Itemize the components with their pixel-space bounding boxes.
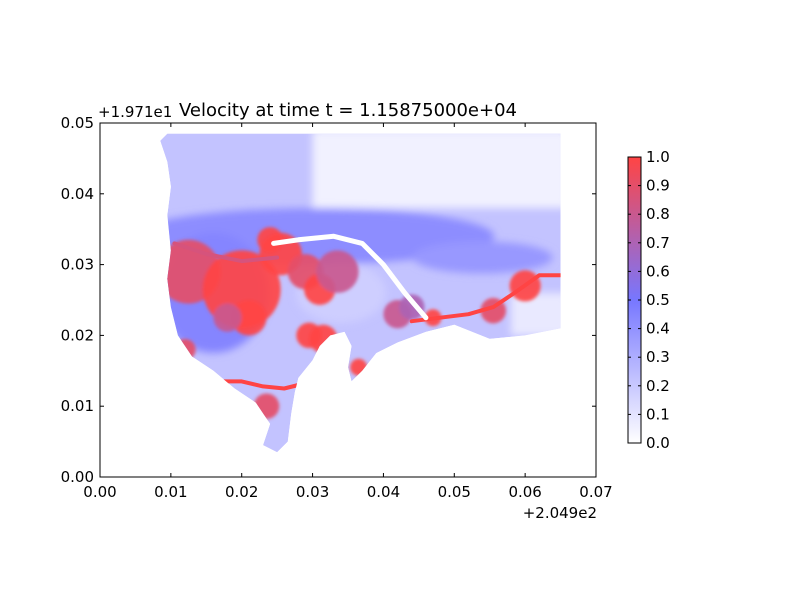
right-blue-band [412,241,553,274]
x-tick-label: 0.04 [367,483,400,501]
streak-layer [172,241,561,391]
velocity-hotspot [213,303,242,332]
velocity-hotspot [231,299,267,336]
velocity-hotspot [253,393,280,419]
velocity-hotspot [309,324,338,354]
y-tick-label: 0.00 [61,468,94,486]
x-tick-label: 0.02 [225,483,258,501]
x-tick-label: 0.00 [83,483,116,501]
colorbar-tick-label: 0.5 [646,291,670,309]
plot-frame [99,122,597,478]
velocity-streak [172,241,280,264]
velocity-hotspot [399,294,425,320]
y-tick-label: 0.01 [61,397,94,415]
colorbar-tick-label: 1.0 [646,148,670,166]
x-axis: 0.00 0.01 0.02 0.03 0.04 0.05 0.06 0.07 [83,123,613,501]
colorbar-tick-label: 0.4 [646,320,670,338]
velocity-streak [218,379,301,391]
velocity-streak [409,273,561,324]
x-offset-label: +2.049e2 [523,504,597,522]
colorbar-tick-label: 0.3 [646,348,670,366]
velocity-hotspot [350,358,368,376]
y-axis: 0.00 0.01 0.02 0.03 0.04 0.05 [61,114,596,486]
colorbar-tick-label: 0.0 [646,434,670,452]
velocity-field [160,133,561,453]
x-tick-label: 0.07 [579,483,612,501]
x-tick-label: 0.01 [154,483,187,501]
calm-upper-region [312,133,561,208]
chart-title: Velocity at time t = 1.15875000e+04 [179,100,517,121]
y-tick-label: 0.03 [61,256,94,274]
colorbar-tick-label: 0.8 [646,205,670,223]
y-offset-label: +1.971e1 [98,103,172,121]
colorbar: 0.0 0.1 0.2 0.3 0.4 0.5 0.6 0.7 0.8 0.9 1.0 [627,148,670,452]
colorbar-tick-label: 0.7 [646,234,670,252]
colorbar-tick-label: 0.6 [646,262,670,280]
y-tick-label: 0.05 [61,114,94,132]
y-tick-label: 0.02 [61,326,94,344]
dry-channel [271,233,429,321]
colorbar-tick-label: 0.2 [646,377,670,395]
y-tick-label: 0.04 [61,185,94,203]
velocity-hotspot [257,227,283,253]
colorbar-tick-label: 0.1 [646,405,670,423]
plot-area: 0.00 0.01 0.02 0.03 0.04 0.05 0.06 0.07 0.000.0… [61,114,613,501]
velocity-hotspot [316,250,359,293]
x-tick-label: 0.06 [508,483,541,501]
colorbar-ticks: 0.0 0.1 0.2 0.3 0.4 0.5 0.6 0.7 0.8 0.9 1.0 [628,148,670,452]
x-tick-label: 0.03 [296,483,329,501]
x-tick-label: 0.05 [438,483,471,501]
colorbar-tick-label: 0.9 [646,177,670,195]
velocity-hotspot [174,338,196,361]
